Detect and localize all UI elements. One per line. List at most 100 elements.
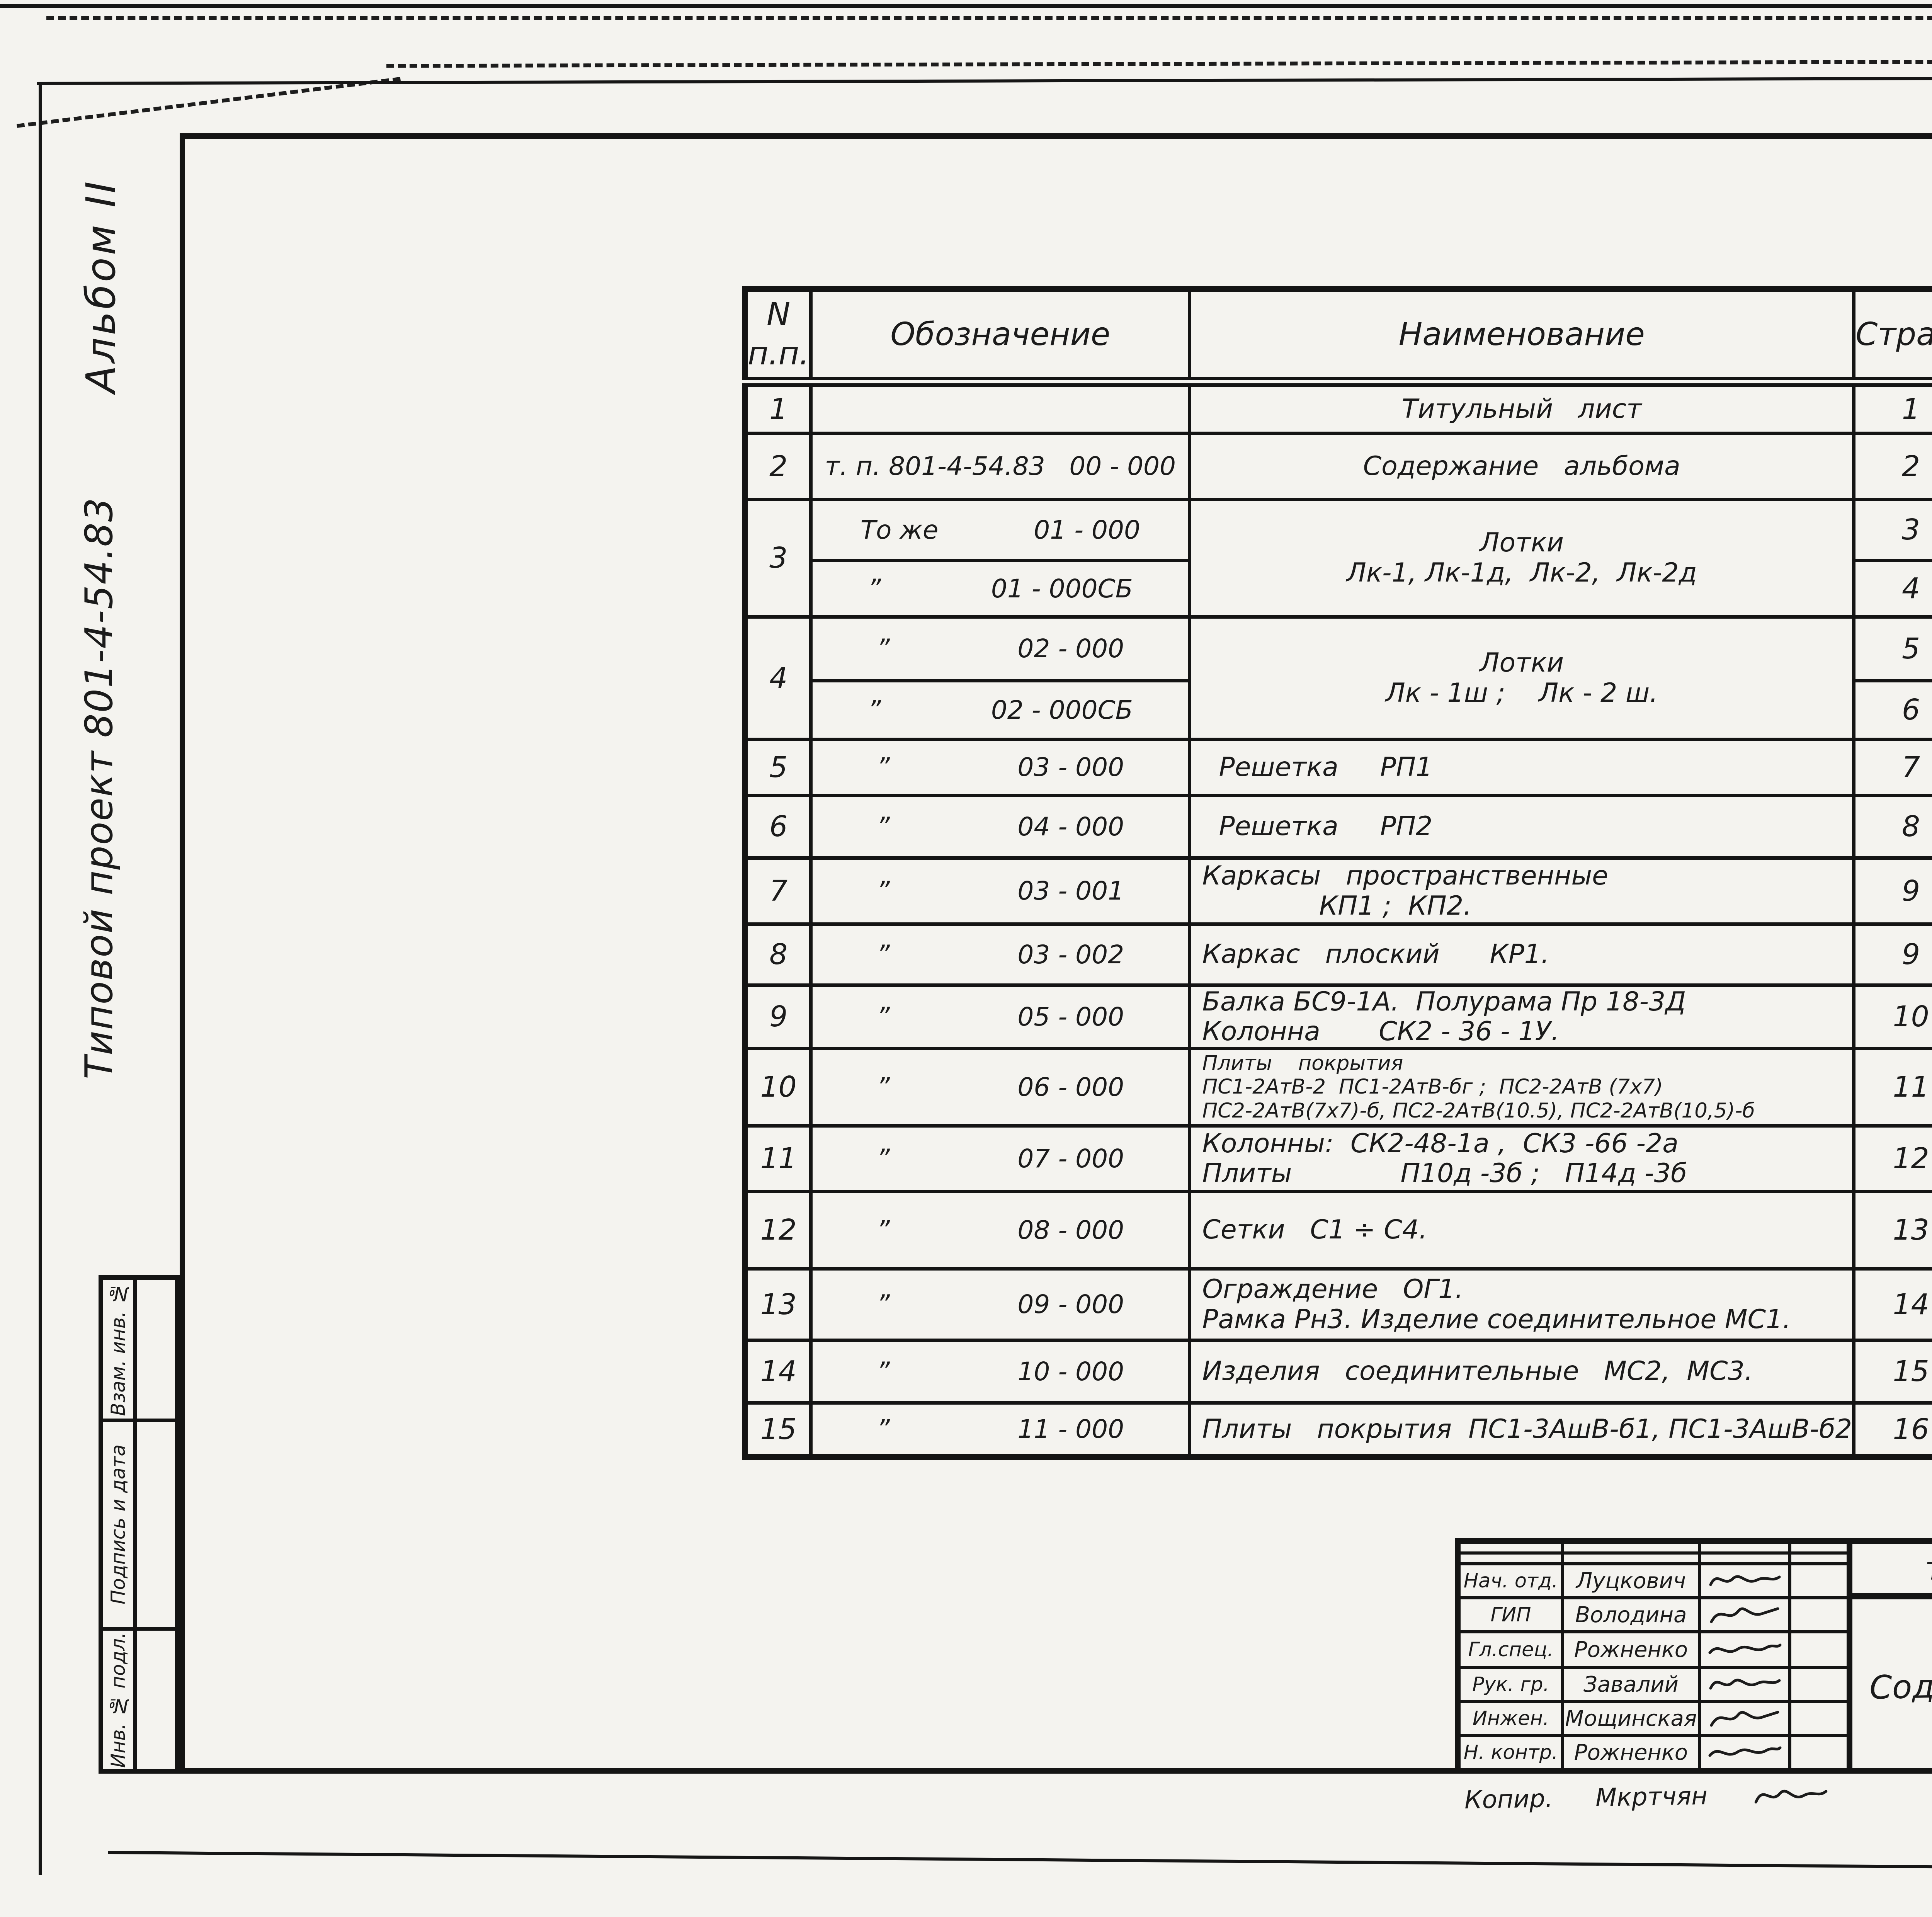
name-line: Титульный лист: [1401, 393, 1642, 424]
stamp-cell-vzam-blank: [137, 1280, 175, 1422]
row-name: Каркас плоский КР1.: [1188, 922, 1856, 987]
row-designation: ” 08 - 000: [809, 1189, 1192, 1271]
name-line: Колонны: СК2-48-1а , СК3 -66 -2а: [1202, 1128, 1679, 1159]
header-name: Наименование: [1188, 287, 1856, 387]
table-row: 5 ” 03 - 000 Решетка РП1 7: [743, 737, 1932, 797]
title-block-cell: [1791, 1633, 1852, 1669]
row-name: Сетки С1 ÷ С4.: [1188, 1189, 1856, 1271]
title-block-cell: [1791, 1565, 1852, 1599]
table-row: ” 01 - 000СБ 4: [745, 558, 1932, 619]
copier-role: Копир.: [1464, 1784, 1553, 1815]
row-designation: ” 11 - 000: [809, 1401, 1192, 1459]
row-designation: ” 01 - 000СБ: [809, 558, 1192, 619]
signature-squiggle: [1709, 1679, 1781, 1690]
title-block-cell: [1701, 1633, 1791, 1669]
table-row: 15 ” 11 - 000 Плиты покрытия ПС1-3АшВ-б1, П…: [743, 1401, 1932, 1459]
table-header-row: N п.п. Обозначение Наименование Стран.: [743, 287, 1932, 387]
name-line: Каркас плоский КР1.: [1202, 939, 1549, 970]
table-row: 4” 02 - 000 Лотки Лк - 1ш ; Лк - 2 ш. 5: [743, 615, 1932, 741]
signer-role: Гл.спец.: [1468, 1638, 1554, 1661]
stamp-label-inv: Инв. № подл.: [107, 1632, 129, 1768]
signature-squiggle: [1710, 1711, 1779, 1727]
row-name: Титульный лист: [1188, 380, 1856, 435]
row-designation: ” 06 - 000: [809, 1046, 1192, 1128]
title-block-cell: Инжен.: [1461, 1703, 1564, 1737]
copier-signature-squiggle: [1754, 1789, 1828, 1804]
row-page: 7: [1852, 737, 1932, 797]
designation-content: ” 01 - 000СБ: [813, 574, 1188, 604]
name-line: Плиты покрытия ПС1-3АшВ-б1, ПС1-3АшВ-б2: [1202, 1414, 1852, 1444]
row-designation: ” 04 - 000: [809, 793, 1192, 860]
row-page: 6: [1852, 679, 1932, 741]
name-line: Изделия соединительные МС2, МС3.: [1202, 1356, 1753, 1387]
signer-name: Луцкович: [1576, 1568, 1686, 1594]
designation-code: 02 - 000СБ: [991, 695, 1133, 725]
name-line: Лк-1, Лк-1д, Лк-2, Лк-2д: [1346, 558, 1697, 588]
designation-code: 02 - 000: [1017, 634, 1124, 663]
table-row: 11 ” 07 - 000 Колонны: СК2-48-1а , СК3 -66 …: [743, 1124, 1932, 1193]
designation-code: 03 - 001: [1017, 876, 1124, 906]
title-block-cell: Гл.спец.: [1461, 1633, 1564, 1669]
row-name: Колонны: СК2-48-1а , СК3 -66 -2а Плиты П1…: [1188, 1124, 1856, 1193]
title-block-cell: [1701, 1565, 1791, 1599]
copier-name: Мкртчян: [1595, 1781, 1708, 1813]
sheet-edge-horizontal: [37, 75, 1932, 85]
name-line: Колонна СК2 - 36 - 1У.: [1202, 1016, 1560, 1047]
designation-code: 00 - 000: [1069, 451, 1176, 481]
margin-stamp-block: Взам. инв. № Подпись и дата Инв. № подл.: [99, 1275, 180, 1774]
header-num: N п.п.: [743, 287, 813, 387]
designation-mark: ”: [876, 634, 890, 663]
table-row: ” 02 - 000СБ 6: [745, 679, 1932, 741]
row-designation: т. п. 801-4-54.83 00 - 000: [809, 431, 1192, 501]
designation-code: 01 - 000СБ: [991, 573, 1133, 604]
signer-role: Инжен.: [1472, 1707, 1549, 1730]
title-block-cell: [1791, 1555, 1852, 1565]
name-line: Содержание альбома: [1363, 451, 1680, 481]
row-page: 16: [1852, 1401, 1932, 1459]
designation-mark: ”: [876, 876, 890, 906]
row-num: 11: [743, 1124, 813, 1193]
designation-content: ” 03 - 001: [813, 876, 1188, 906]
album-title: Содержание альбома.: [1869, 1661, 1932, 1707]
name-line: Ограждение ОГ1.: [1202, 1274, 1464, 1305]
row-num: 6: [743, 793, 813, 860]
designation-content: ” 04 - 000: [813, 812, 1188, 842]
scan-top-edge-line: [0, 4, 1932, 8]
title-block-cell: ГИП: [1461, 1599, 1564, 1633]
title-block-cell: Н. контр.: [1461, 1737, 1564, 1768]
name-line: ПС1-2АтВ-2 ПС1-2АтВ-бг ; ПС2-2АтВ (7х7): [1202, 1075, 1663, 1099]
designation-code: 05 - 000: [1017, 1002, 1124, 1032]
copier-line: Копир. Мкртчян: [1464, 1775, 1932, 1817]
row-page: 3: [1852, 497, 1932, 562]
row-designation: ” 03 - 002: [809, 922, 1192, 987]
name-line: Каркасы пространственные: [1202, 860, 1609, 891]
stamp-cell-inv: Инв. № подл.: [103, 1631, 137, 1769]
scan-top-dash-line: [46, 16, 1932, 20]
row-name: Лотки Лк - 1ш ; Лк - 2 ш.: [1188, 615, 1856, 741]
row-designation: То же 01 - 000: [809, 497, 1192, 562]
title-block: Нач. отд. Луцкович ГИП Володина Гл.спец. Рожн…: [1455, 1538, 1932, 1774]
row-page: 1: [1852, 380, 1932, 435]
title-block-cell: Нач. отд.: [1461, 1565, 1564, 1599]
row-num: 9: [743, 983, 813, 1050]
designation-mark: ”: [876, 811, 890, 842]
designation-mark: ”: [867, 695, 881, 725]
designation-content: ” 08 - 000: [813, 1215, 1188, 1245]
row-page: 15: [1852, 1338, 1932, 1405]
row-designation: [809, 380, 1192, 435]
signer-role: ГИП: [1490, 1603, 1531, 1626]
row-num: 1: [743, 380, 813, 435]
title-block-cell: [1461, 1544, 1564, 1555]
row-num: 4: [743, 615, 813, 741]
designation-content: ” 09 - 000: [813, 1289, 1188, 1319]
designation-mark: ”: [876, 1143, 890, 1174]
row-page: 13: [1852, 1189, 1932, 1271]
signer-name: Рожненко: [1574, 1740, 1688, 1765]
signature-squiggle: [1710, 1607, 1779, 1623]
designation-content: То же 01 - 000: [813, 515, 1188, 545]
row-name: Решетка РП1: [1188, 737, 1856, 797]
table-row: 12 ” 08 - 000 Сетки С1 ÷ С4. 13: [743, 1189, 1932, 1271]
row-designation: ” 02 - 000СБ: [809, 679, 1192, 741]
stamp-cell-podpis: Подпись и дата: [103, 1422, 137, 1631]
row-num: 7: [743, 856, 813, 926]
